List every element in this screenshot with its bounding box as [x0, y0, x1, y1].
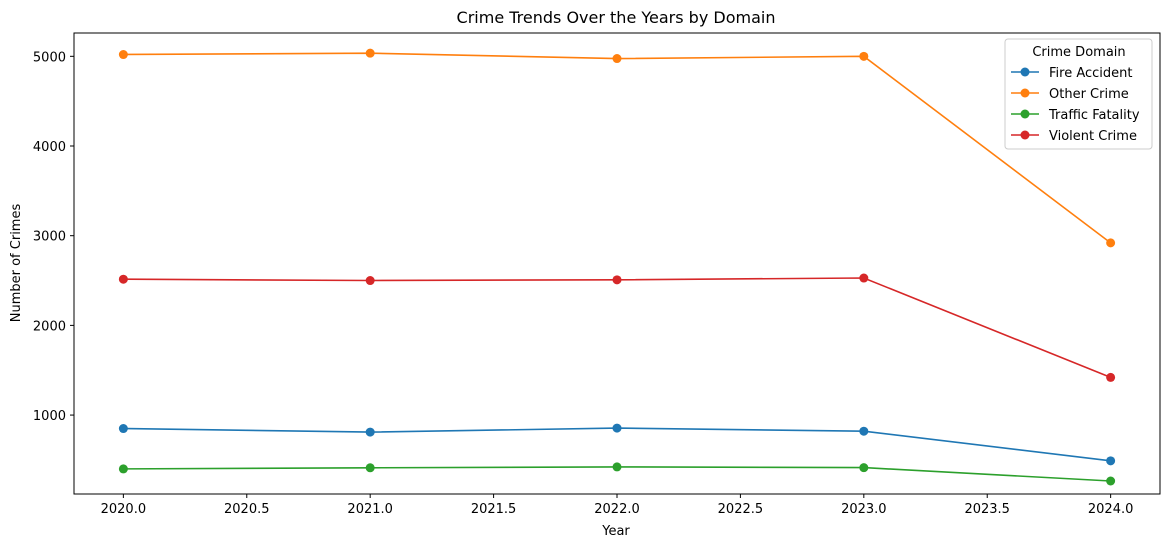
data-point-traffic-fatality	[612, 462, 622, 472]
legend-label-fire-accident: Fire Accident	[1049, 66, 1133, 81]
data-point-fire-accident	[612, 423, 622, 433]
legend-label-violent-crime: Violent Crime	[1049, 129, 1137, 144]
legend-marker-traffic-fatality	[1020, 109, 1030, 119]
legend: Crime Domain Fire Accident Other Crime Tra…	[1004, 38, 1153, 150]
legend-marker-other-crime	[1020, 88, 1030, 98]
y-axis-label: Number of Crimes	[9, 204, 24, 323]
chart-title: Crime Trends Over the Years by Domain	[457, 8, 776, 27]
series-line-other-crime	[123, 52, 1112, 244]
data-point-traffic-fatality	[859, 463, 869, 473]
x-tick-label: 2023.0	[841, 502, 887, 517]
data-point-fire-accident	[365, 427, 375, 437]
x-tick-label: 2021.0	[347, 502, 393, 517]
x-tick-label: 2021.5	[471, 502, 517, 517]
x-tick-label: 2020.5	[224, 502, 270, 517]
y-tick-label: 4000	[33, 140, 66, 155]
data-point-fire-accident	[118, 424, 128, 434]
x-tick-label: 2022.5	[718, 502, 764, 517]
x-tick-label: 2023.5	[964, 502, 1010, 517]
data-point-violent-crime	[1106, 372, 1116, 382]
data-point-traffic-fatality	[118, 464, 128, 474]
legend-marker-violent-crime	[1020, 130, 1030, 140]
series-line-violent-crime	[123, 277, 1111, 379]
data-point-other-crime	[365, 48, 375, 58]
data-point-other-crime	[612, 54, 622, 64]
data-point-violent-crime	[118, 274, 128, 284]
legend-title: Crime Domain	[1032, 45, 1125, 60]
series-line-fire-accident	[123, 427, 1111, 462]
data-point-violent-crime	[365, 276, 375, 286]
data-point-fire-accident	[1106, 456, 1116, 466]
x-axis-label: Year	[601, 524, 630, 539]
y-tick-label: 5000	[33, 50, 66, 65]
data-point-traffic-fatality	[365, 463, 375, 473]
y-tick-label: 1000	[33, 409, 66, 424]
data-point-other-crime	[1106, 238, 1116, 248]
data-point-violent-crime	[859, 273, 869, 283]
data-point-other-crime	[859, 51, 869, 61]
legend-box	[1004, 38, 1153, 150]
data-point-fire-accident	[859, 426, 869, 436]
x-tick-label: 2024.0	[1088, 502, 1134, 517]
x-tick-label: 2022.0	[594, 502, 640, 517]
y-tick-label: 3000	[33, 230, 66, 245]
y-tick-label: 2000	[33, 319, 66, 334]
legend-label-other-crime: Other Crime	[1049, 87, 1129, 102]
legend-label-traffic-fatality: Traffic Fatality	[1048, 108, 1140, 123]
data-point-violent-crime	[612, 275, 622, 285]
legend-marker-fire-accident	[1020, 67, 1030, 77]
data-point-traffic-fatality	[1106, 476, 1116, 486]
data-point-other-crime	[118, 50, 128, 60]
x-tick-label: 2020.0	[101, 502, 147, 517]
plot-area	[118, 48, 1116, 486]
